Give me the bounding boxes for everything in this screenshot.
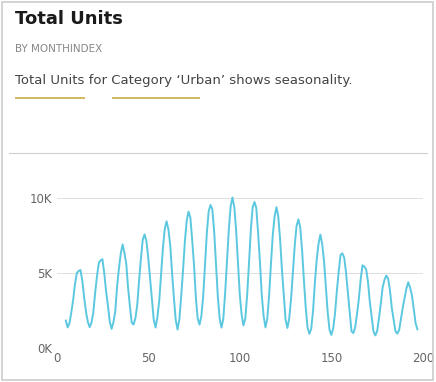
Text: Total Units: Total Units (15, 10, 123, 28)
Text: BY MONTHINDEX: BY MONTHINDEX (15, 44, 102, 54)
Text: Total Units for Category ‘Urban’ shows seasonality.: Total Units for Category ‘Urban’ shows s… (15, 74, 353, 87)
